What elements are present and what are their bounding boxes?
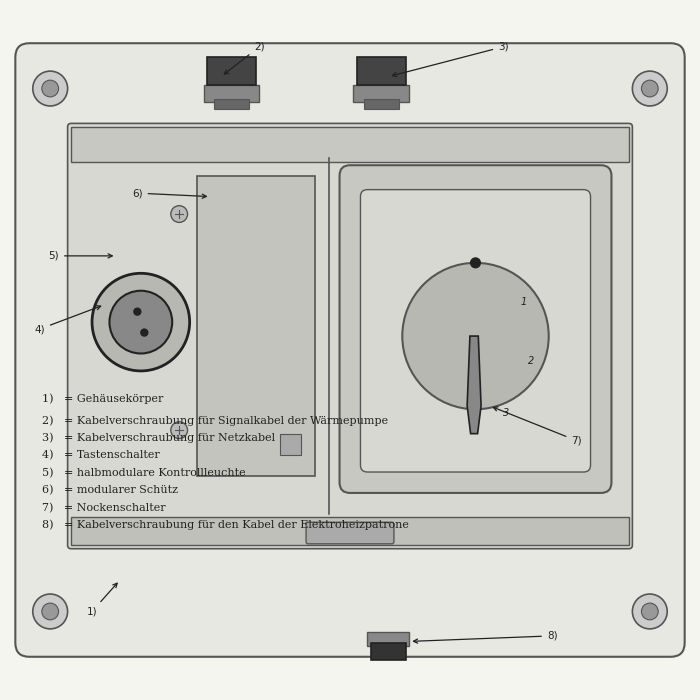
Text: 4): 4) [34, 306, 101, 334]
Bar [364, 99, 399, 109]
Circle shape [133, 307, 141, 316]
Circle shape [33, 594, 68, 629]
Text: 2): 2) [224, 42, 265, 74]
Text: 3)   = Kabelverschraubung für Netzkabel: 3) = Kabelverschraubung für Netzkabel [42, 433, 275, 443]
Circle shape [42, 80, 59, 97]
Circle shape [171, 206, 188, 223]
Text: 7)   = Nockenschalter: 7) = Nockenschalter [42, 503, 166, 513]
Circle shape [641, 603, 658, 620]
Bar [204, 85, 260, 102]
Bar [71, 517, 629, 545]
FancyBboxPatch shape [306, 522, 394, 544]
Bar [197, 176, 315, 475]
Bar [371, 643, 406, 660]
Polygon shape [467, 336, 481, 434]
Text: 8): 8) [414, 631, 557, 643]
Bar [207, 57, 256, 85]
FancyBboxPatch shape [360, 190, 591, 472]
Text: 1): 1) [87, 583, 117, 617]
Circle shape [402, 262, 549, 410]
Text: 6): 6) [132, 188, 206, 198]
Text: 1)   = Gehäusekörper: 1) = Gehäusekörper [42, 394, 163, 405]
Text: 2)   = Kabelverschraubung für Signalkabel der Wärmepumpe: 2) = Kabelverschraubung für Signalkabel … [42, 415, 388, 426]
Text: 3: 3 [503, 408, 510, 418]
Bar [357, 57, 406, 85]
Text: 1: 1 [521, 297, 527, 307]
Text: 2: 2 [528, 356, 534, 366]
Bar [354, 85, 410, 102]
Circle shape [33, 71, 68, 106]
Circle shape [171, 422, 188, 438]
Circle shape [42, 603, 59, 620]
Circle shape [140, 328, 148, 337]
Circle shape [632, 71, 667, 106]
Text: 5)   = halbmodulare Kontrollleuchte: 5) = halbmodulare Kontrollleuchte [42, 468, 246, 478]
Text: 8)   = Kabelverschraubung für den Kabel der Elektroheizpatrone: 8) = Kabelverschraubung für den Kabel de… [42, 520, 409, 531]
Bar [280, 434, 301, 454]
Bar [214, 99, 249, 109]
Bar [71, 127, 629, 162]
Text: 7): 7) [494, 407, 582, 446]
Circle shape [109, 290, 172, 354]
FancyBboxPatch shape [15, 43, 685, 657]
FancyBboxPatch shape [340, 165, 612, 493]
Text: 5): 5) [48, 251, 112, 261]
Circle shape [632, 594, 667, 629]
Bar [368, 632, 409, 646]
Circle shape [92, 273, 190, 371]
Circle shape [470, 258, 481, 268]
Text: 3): 3) [393, 42, 509, 76]
Text: 4)   = Tastenschalter: 4) = Tastenschalter [42, 450, 160, 461]
Circle shape [641, 80, 658, 97]
FancyBboxPatch shape [68, 123, 632, 549]
Text: 6)   = modularer Schütz: 6) = modularer Schütz [42, 485, 178, 496]
